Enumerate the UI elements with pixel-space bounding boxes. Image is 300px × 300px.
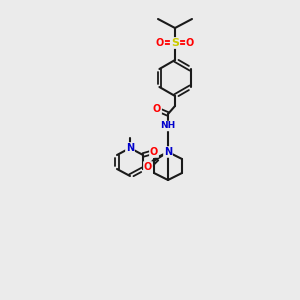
Text: N: N bbox=[164, 147, 172, 157]
Text: O: O bbox=[150, 147, 158, 157]
Text: N: N bbox=[126, 143, 134, 153]
Text: S: S bbox=[171, 38, 179, 48]
Text: NH: NH bbox=[160, 122, 175, 130]
Text: O: O bbox=[156, 38, 164, 48]
Text: O: O bbox=[186, 38, 194, 48]
Text: O: O bbox=[144, 162, 152, 172]
Text: O: O bbox=[153, 104, 161, 114]
